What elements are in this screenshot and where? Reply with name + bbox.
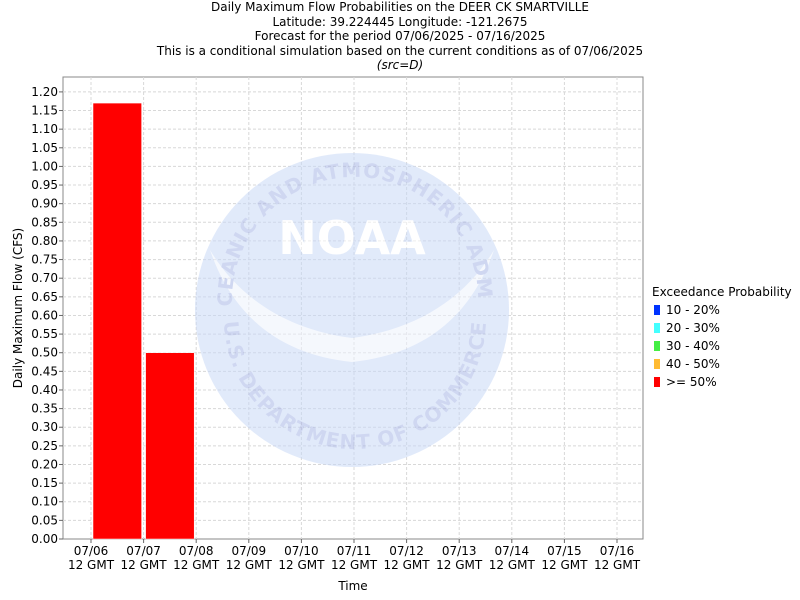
y-tick-label: 1.10 (31, 122, 58, 136)
x-tick-label-date: 07/07 (126, 544, 161, 558)
y-tick-label: 0.25 (31, 439, 58, 453)
legend: Exceedance Probability 10 - 20% 20 - 30% 3… (652, 283, 792, 391)
legend-label: >= 50% (666, 375, 717, 389)
y-tick-label: 1.00 (31, 159, 58, 173)
chart-subtitle-conditions: This is a conditional simulation based o… (156, 43, 644, 58)
y-tick-label: 0.50 (31, 346, 58, 360)
x-tick-label-time: 12 GMT (489, 558, 536, 572)
y-tick-label: 0.60 (31, 308, 58, 322)
legend-swatch (654, 305, 660, 315)
legend-label: 10 - 20% (666, 303, 720, 317)
y-tick-label: 1.20 (31, 85, 58, 99)
legend-swatch (654, 359, 660, 369)
legend-label: 20 - 30% (666, 321, 720, 335)
x-tick-label-time: 12 GMT (594, 558, 641, 572)
noaa-logo-text: NOAA (278, 211, 426, 265)
y-tick-label: 0.05 (31, 513, 58, 527)
x-tick-label-date: 07/06 (74, 544, 109, 558)
x-tick-label-time: 12 GMT (541, 558, 588, 572)
y-tick-label: 0.40 (31, 383, 58, 397)
bar (92, 102, 142, 540)
x-tick-label-time: 12 GMT (173, 558, 220, 572)
x-tick-label-date: 07/13 (442, 544, 477, 558)
y-tick-label: 0.65 (31, 290, 58, 304)
bar (145, 352, 195, 540)
chart-title: Daily Maximum Flow Probabilities on the … (210, 0, 589, 14)
bars-group (92, 102, 195, 540)
legend-title: Exceedance Probability (652, 285, 792, 299)
x-tick-label-date: 07/15 (547, 544, 582, 558)
y-tick-label: 0.75 (31, 253, 58, 267)
x-tick-label-date: 07/16 (600, 544, 635, 558)
legend-item: 20 - 30% (652, 319, 792, 337)
legend-label: 40 - 50% (666, 357, 720, 371)
y-tick-label: 0.20 (31, 457, 58, 471)
y-tick-label: 0.15 (31, 476, 58, 490)
y-tick-label: 0.70 (31, 271, 58, 285)
y-tick-label: 0.30 (31, 420, 58, 434)
legend-swatch (654, 323, 660, 333)
chart-title-block: Daily Maximum Flow Probabilities on the … (0, 0, 800, 73)
x-tick-label-date: 07/08 (179, 544, 214, 558)
x-tick-label-time: 12 GMT (121, 558, 168, 572)
y-axis: 0.00 0.05 0.10 0.15 0.20 0.25 0.30 0.35 0.40 0.45… (31, 85, 63, 546)
x-tick-label-time: 12 GMT (226, 558, 273, 572)
legend-item: 40 - 50% (652, 355, 792, 373)
legend-item: >= 50% (652, 373, 792, 391)
y-tick-label: 1.05 (31, 141, 58, 155)
x-tick-label-date: 07/12 (389, 544, 424, 558)
legend-items: 10 - 20% 20 - 30% 30 - 40% 40 - 50% >= 50% (652, 301, 792, 391)
x-tick-label-date: 07/10 (284, 544, 319, 558)
legend-item: 10 - 20% (652, 301, 792, 319)
legend-label: 30 - 40% (666, 339, 720, 353)
x-tick-label-date: 07/14 (495, 544, 530, 558)
y-tick-label: 0.55 (31, 327, 58, 341)
y-tick-label: 0.85 (31, 215, 58, 229)
y-tick-label: 0.00 (31, 532, 58, 546)
chart-subtitle-location: Latitude: 39.224445 Longitude: -121.2675 (272, 14, 528, 29)
y-tick-label: 0.90 (31, 197, 58, 211)
y-tick-label: 0.80 (31, 234, 58, 248)
x-axis-label: Time (337, 579, 367, 593)
y-tick-label: 0.45 (31, 364, 58, 378)
y-tick-label: 0.35 (31, 402, 58, 416)
x-tick-label-time: 12 GMT (331, 558, 378, 572)
legend-swatch (654, 341, 660, 351)
x-tick-label-date: 07/09 (232, 544, 267, 558)
y-tick-label: 1.15 (31, 104, 58, 118)
x-tick-label-time: 12 GMT (278, 558, 325, 572)
chart-source-note: (src=D) (376, 58, 424, 72)
legend-item: 30 - 40% (652, 337, 792, 355)
y-tick-label: 0.10 (31, 495, 58, 509)
x-tick-label-time: 12 GMT (68, 558, 115, 572)
y-tick-label: 0.95 (31, 178, 58, 192)
x-tick-label-date: 07/11 (337, 544, 372, 558)
legend-swatch (654, 377, 660, 387)
x-tick-label-time: 12 GMT (384, 558, 431, 572)
x-tick-label-time: 12 GMT (436, 558, 483, 572)
chart-subtitle-period: Forecast for the period 07/06/2025 - 07/… (254, 29, 546, 43)
y-axis-label: Daily Maximum Flow (CFS) (11, 228, 25, 388)
